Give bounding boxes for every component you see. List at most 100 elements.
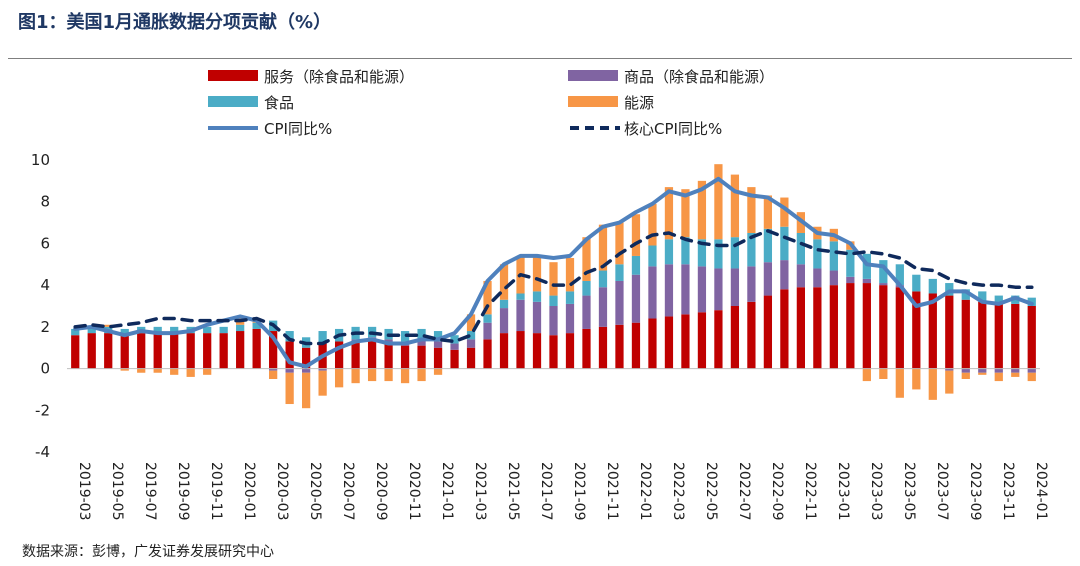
bar-segment xyxy=(483,280,492,315)
y-tick-label: 10 xyxy=(31,151,50,169)
bar-segment xyxy=(252,322,261,329)
bar-segment xyxy=(747,266,756,302)
bar-segment xyxy=(549,262,558,296)
bar-segment xyxy=(912,274,921,292)
bar-segment xyxy=(236,331,245,369)
bar-segment xyxy=(450,349,459,369)
bar-segment xyxy=(1027,368,1036,373)
bar-segment xyxy=(532,255,542,292)
x-tick-label: 2021-09 xyxy=(571,462,587,521)
bar-segment xyxy=(483,314,492,323)
bar-segment xyxy=(400,368,410,384)
bar-segment xyxy=(763,262,773,296)
bar-segment xyxy=(862,368,871,382)
y-tick-label: 0 xyxy=(40,360,50,378)
bar-segment xyxy=(433,347,443,369)
bar-segment xyxy=(730,237,740,269)
bar-segment xyxy=(466,339,476,348)
x-tick-label: 2022-07 xyxy=(736,462,752,521)
bar-segment xyxy=(120,368,129,371)
cpi-contribution-chart: 服务（除食品和能源） 商品（除食品和能源） 食品 能源 CPI同比% 核心CPI同比% -… xyxy=(31,68,1049,521)
x-tick-label: 2022-11 xyxy=(802,462,818,521)
bar-segment xyxy=(549,335,558,369)
bar-segment xyxy=(219,333,228,369)
bar-segment xyxy=(978,368,987,373)
bar-segment xyxy=(236,324,245,332)
bar-segment xyxy=(334,341,344,369)
bar-segment xyxy=(219,326,228,334)
bar-segment xyxy=(681,314,690,369)
legend-label: 服务（除食品和能源） xyxy=(264,68,414,86)
bar-segment xyxy=(681,189,690,238)
bar-segment xyxy=(433,368,443,375)
bar-segment xyxy=(582,295,591,329)
x-tick-label: 2019-09 xyxy=(175,462,191,521)
bar-segment xyxy=(582,237,591,281)
bar-segment xyxy=(615,264,624,281)
bar-segment xyxy=(796,264,805,288)
bar-segment xyxy=(994,295,1003,304)
bar-segment xyxy=(730,174,740,238)
bar-segment xyxy=(945,283,954,296)
core-cpi-line xyxy=(73,229,1034,346)
bar-segment xyxy=(598,326,608,369)
y-tick-label: 2 xyxy=(40,318,50,336)
bar-segment xyxy=(285,368,294,373)
bar-segment xyxy=(813,287,822,369)
bar-segment xyxy=(565,303,575,334)
bar-segment xyxy=(417,328,426,340)
bar-segment xyxy=(862,253,871,279)
bar-segment xyxy=(780,289,789,369)
bar-segment xyxy=(565,258,575,292)
bar-segment xyxy=(895,264,904,286)
bar-segment xyxy=(120,335,129,369)
line-series xyxy=(73,176,1034,369)
legend-swatch xyxy=(208,70,258,81)
x-tick-label: 2022-09 xyxy=(769,462,785,521)
bar-segment xyxy=(813,268,822,288)
legend-label: 商品（除食品和能源） xyxy=(624,68,774,86)
bar-segment xyxy=(186,368,195,377)
bar-segment xyxy=(153,326,162,334)
bar-segment xyxy=(367,341,377,369)
bar-segment xyxy=(499,264,509,300)
bar-segment xyxy=(499,333,509,369)
y-tick-label: 4 xyxy=(40,276,50,294)
x-tick-label: 2019-03 xyxy=(76,462,92,521)
bar-segment xyxy=(862,278,871,284)
bar-segment xyxy=(285,341,294,369)
bar-segment xyxy=(203,368,212,375)
bar-segment xyxy=(104,324,113,327)
x-tick-label: 2019-11 xyxy=(208,462,224,521)
bar-segment xyxy=(747,187,756,233)
bar-segment xyxy=(483,339,492,369)
bar-segment xyxy=(417,345,426,369)
figure-title: 图1：美国1月通胀数据分项贡献（%） xyxy=(18,12,332,33)
bar-segment xyxy=(565,291,575,304)
bar-segment xyxy=(318,331,327,344)
x-tick-label: 2020-11 xyxy=(406,462,422,521)
bar-segment xyxy=(582,328,591,369)
x-tick-label: 2023-01 xyxy=(835,462,851,521)
bar-segment xyxy=(615,280,624,325)
bar-segment xyxy=(846,276,855,284)
bar-segment xyxy=(598,287,608,327)
bar-segment xyxy=(532,301,542,334)
bar-segment xyxy=(631,274,641,323)
bar-segment xyxy=(978,372,987,375)
bar-segment xyxy=(648,266,657,319)
bar-segment xyxy=(170,368,179,375)
chart-legend: 服务（除食品和能源） 商品（除食品和能源） 食品 能源 CPI同比% 核心CPI同比% xyxy=(208,68,774,138)
bar-segment xyxy=(285,331,294,342)
y-tick-label: 8 xyxy=(40,193,50,211)
bar-segment xyxy=(714,310,723,369)
bar-segment xyxy=(433,331,443,342)
y-tick-label: 6 xyxy=(40,234,50,252)
bar-segment xyxy=(137,368,146,373)
bar-segment xyxy=(780,260,789,290)
bar-segment xyxy=(466,347,476,369)
bar-segment xyxy=(994,303,1003,369)
bar-segment xyxy=(714,164,723,240)
bar-segment xyxy=(516,293,525,300)
bar-segment xyxy=(747,301,756,369)
